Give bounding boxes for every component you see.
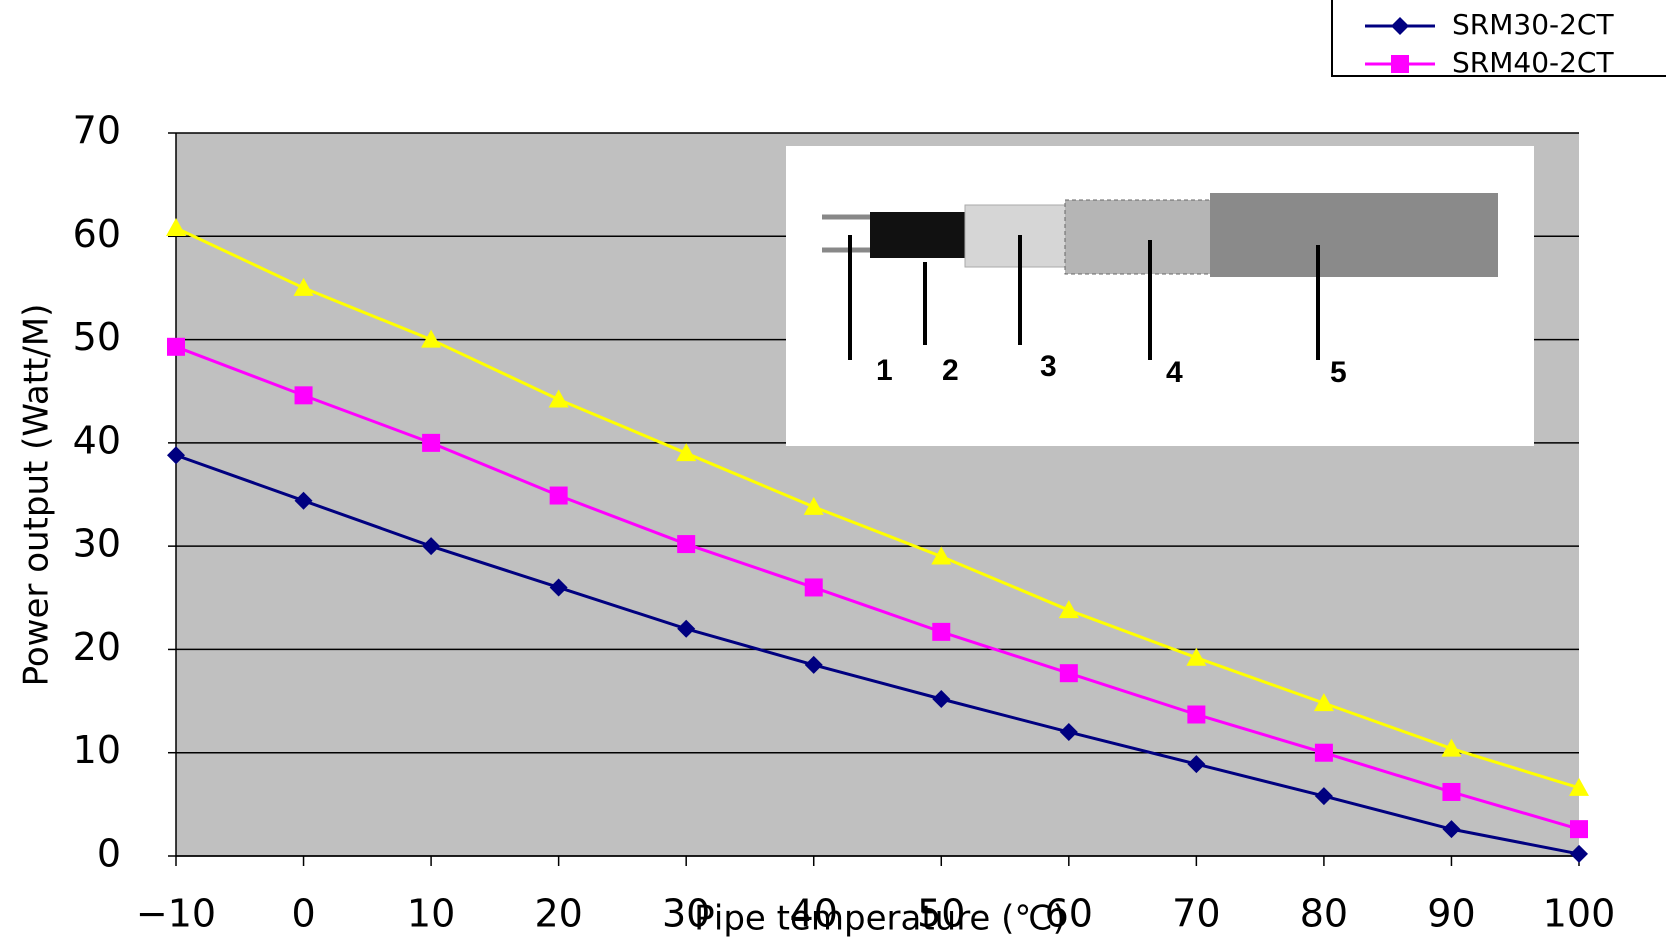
y-tick-label: 60 bbox=[73, 212, 121, 256]
inset-label: 2 bbox=[942, 354, 959, 387]
marker bbox=[167, 338, 185, 356]
marker bbox=[1315, 744, 1333, 762]
inset-label: 1 bbox=[876, 354, 893, 387]
marker bbox=[422, 434, 440, 452]
chart: 1 2 3 4 5 SRM30-2CT SRM40-2CT Power outpu… bbox=[0, 0, 1666, 943]
marker bbox=[1187, 705, 1205, 723]
marker bbox=[932, 623, 950, 641]
y-tick-label: 40 bbox=[73, 418, 121, 462]
marker bbox=[1442, 783, 1460, 801]
y-tick-label: 70 bbox=[73, 109, 121, 153]
x-tick-label: 20 bbox=[534, 892, 582, 936]
y-tick-label: 10 bbox=[73, 728, 121, 772]
x-tick-label: 60 bbox=[1045, 892, 1093, 936]
x-tick-label: 30 bbox=[662, 892, 710, 936]
x-tick-label: 0 bbox=[291, 892, 315, 936]
legend-label: SRM30-2CT bbox=[1452, 8, 1614, 41]
cable-inset: 1 2 3 4 5 bbox=[786, 146, 1534, 446]
legend-label: SRM40-2CT bbox=[1452, 46, 1614, 79]
y-tick-label: 30 bbox=[73, 522, 121, 566]
x-tick-label: 70 bbox=[1172, 892, 1220, 936]
inset-label: 3 bbox=[1040, 350, 1057, 383]
inset-label: 4 bbox=[1166, 356, 1183, 389]
inset-background bbox=[786, 146, 1534, 446]
inset-label: 5 bbox=[1330, 356, 1347, 389]
marker bbox=[1060, 664, 1078, 682]
marker bbox=[1391, 55, 1409, 73]
x-tick-label: 80 bbox=[1300, 892, 1348, 936]
y-axis-title: Power output (Watt/M) bbox=[17, 304, 57, 687]
marker bbox=[1570, 820, 1588, 838]
x-tick-label: 40 bbox=[790, 892, 838, 936]
braid bbox=[1065, 200, 1215, 274]
marker bbox=[295, 386, 313, 404]
y-tick-label: 50 bbox=[73, 315, 121, 359]
x-tick-label: 10 bbox=[407, 892, 455, 936]
x-tick-label: −10 bbox=[136, 892, 216, 936]
marker bbox=[677, 535, 695, 553]
x-tick-label: 50 bbox=[917, 892, 965, 936]
marker bbox=[550, 487, 568, 505]
core bbox=[870, 212, 970, 258]
y-tick-label: 0 bbox=[97, 832, 121, 876]
x-tick-label: 90 bbox=[1427, 892, 1475, 936]
x-axis-title: Pipe temperature (℃) bbox=[694, 899, 1066, 939]
x-tick-label: 100 bbox=[1543, 892, 1616, 936]
jacket bbox=[1210, 193, 1498, 277]
y-tick-label: 20 bbox=[73, 625, 121, 669]
marker bbox=[805, 578, 823, 596]
